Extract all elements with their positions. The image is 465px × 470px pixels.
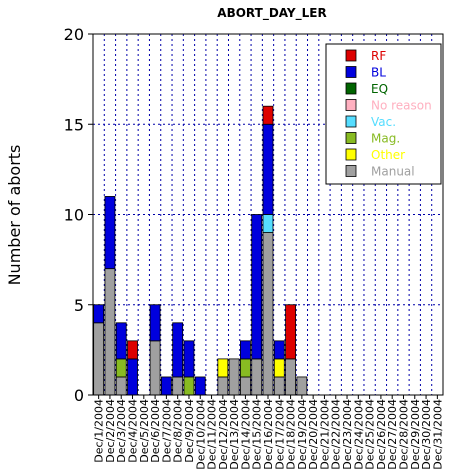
bar-segment-manual: [172, 376, 184, 396]
bar-segment-other: [273, 358, 285, 378]
legend-swatch: [345, 99, 357, 111]
x-tick-label: Dec/26/2004: [375, 399, 388, 470]
x-tick-label: Dec/5/2004: [138, 399, 151, 463]
x-tick-label: Dec/15/2004: [251, 399, 264, 470]
bar-segment-manual: [262, 232, 274, 396]
x-tick-label: Dec/1/2004: [93, 399, 106, 463]
bar-segment-mag-: [115, 358, 127, 378]
x-tick-label: Dec/9/2004: [183, 399, 196, 463]
x-tick-label: Dec/31/2004: [431, 399, 444, 470]
x-tick-label: Dec/30/2004: [420, 399, 433, 470]
bar-segment-mag-: [183, 376, 195, 396]
legend-swatch: [345, 49, 357, 62]
bar-segment-bl: [240, 340, 251, 360]
legend: RF BL EQ No reason Vac. Mag. Other Manual: [325, 43, 442, 185]
x-tick-label: Dec/8/2004: [172, 399, 185, 463]
x-ticks: Dec/1/2004Dec/2/2004Dec/3/2004Dec/4/2004…: [93, 395, 444, 470]
legend-label: Manual: [371, 165, 415, 179]
chart-title: ABORT_DAY_LER: [217, 6, 326, 21]
legend-swatch: [345, 82, 357, 95]
x-tick-label: Dec/6/2004: [149, 399, 162, 463]
bar-segment-bl: [93, 304, 105, 324]
bar-segment-bl: [251, 214, 263, 360]
legend-swatch: [345, 148, 357, 161]
legend-swatch: [345, 165, 357, 177]
bar-segment-manual: [93, 322, 105, 396]
bar-segment-bl: [273, 340, 285, 360]
legend-label: RF: [371, 49, 386, 63]
bar-segment-rf: [285, 304, 296, 360]
x-tick-label: Dec/27/2004: [386, 399, 399, 470]
y-tick-label: 15: [64, 115, 84, 134]
x-tick-label: Dec/18/2004: [285, 399, 298, 470]
bar-segment-manual: [273, 376, 285, 396]
bar-segment-bl: [104, 196, 116, 270]
bar-segment-manual: [285, 358, 296, 396]
grid-lines: [93, 34, 443, 395]
bar-segment-manual: [104, 268, 116, 396]
bar-segment-vac-: [262, 214, 274, 233]
x-tick-label: Dec/11/2004: [206, 399, 219, 470]
x-tick-label: Dec/20/2004: [307, 399, 320, 470]
y-tick-label: 10: [64, 206, 84, 225]
bar-segment-manual: [228, 358, 240, 396]
bar-segment-manual: [217, 376, 229, 396]
x-tick-label: Dec/14/2004: [239, 399, 252, 470]
legend-box: [325, 43, 442, 185]
bar-segment-bl: [149, 304, 161, 342]
bar-segment-bl: [115, 322, 127, 360]
bar-segment-bl: [160, 376, 172, 396]
x-tick-label: Dec/19/2004: [296, 399, 309, 470]
x-tick-label: Dec/12/2004: [217, 399, 230, 470]
legend-label: EQ: [371, 82, 388, 96]
x-tick-label: Dec/3/2004: [115, 399, 128, 463]
y-axis-label: Number of aborts: [5, 145, 24, 286]
bar-segment-other: [217, 358, 229, 378]
x-tick-label: Dec/21/2004: [318, 399, 331, 470]
bar-segment-manual: [296, 376, 308, 396]
x-tick-label: Dec/7/2004: [160, 399, 173, 463]
x-tick-label: Dec/25/2004: [364, 399, 377, 470]
y-ticks: 0 5 10 15 20: [64, 25, 93, 405]
bar-segment-bl: [172, 322, 184, 378]
x-tick-label: Dec/24/2004: [352, 399, 365, 470]
x-tick-label: Dec/22/2004: [330, 399, 343, 470]
bar-segment-manual: [240, 376, 251, 396]
bar-segment-bl: [183, 340, 195, 378]
x-tick-label: Dec/29/2004: [409, 399, 422, 470]
x-tick-label: Dec/28/2004: [397, 399, 410, 470]
bar-segment-rf: [262, 105, 274, 125]
bar-segment-bl: [194, 376, 206, 396]
bar-segment-rf: [127, 340, 138, 360]
y-tick-label: 0: [74, 386, 84, 405]
bar-segment-mag-: [240, 358, 251, 378]
legend-label: Mag.: [371, 132, 400, 146]
x-tick-label: Dec/16/2004: [262, 399, 275, 470]
y-tick-label: 5: [74, 296, 84, 315]
bar-segment-bl: [127, 358, 138, 396]
bar-segment-manual: [251, 358, 263, 396]
x-tick-label: Dec/10/2004: [194, 399, 207, 470]
legend-label: No reason: [371, 99, 432, 113]
bars-group: [93, 105, 308, 396]
legend-swatch: [345, 115, 357, 128]
bar-segment-manual: [149, 340, 161, 396]
legend-swatch: [345, 66, 357, 78]
bar-segment-manual: [115, 376, 127, 396]
legend-swatch: [345, 132, 357, 144]
legend-label: Other: [371, 148, 405, 162]
x-tick-label: Dec/23/2004: [341, 399, 354, 470]
x-tick-label: Dec/13/2004: [228, 399, 241, 470]
x-tick-label: Dec/2/2004: [104, 399, 117, 463]
legend-label: BL: [371, 66, 386, 80]
legend-label: Vac.: [371, 115, 396, 129]
x-tick-label: Dec/4/2004: [127, 399, 140, 463]
x-tick-label: Dec/17/2004: [273, 399, 286, 470]
y-tick-label: 20: [64, 25, 84, 44]
bar-segment-bl: [262, 123, 274, 215]
